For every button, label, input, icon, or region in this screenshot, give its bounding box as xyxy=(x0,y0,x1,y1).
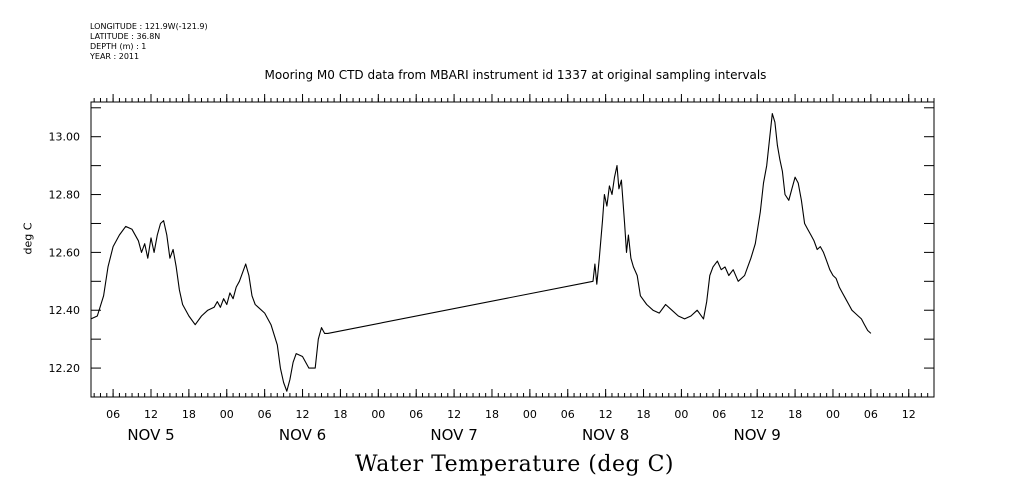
x-tick-label: 06 xyxy=(258,408,272,421)
x-tick-label: 00 xyxy=(220,408,234,421)
x-tick-label: 06 xyxy=(864,408,878,421)
plot-border xyxy=(90,101,935,398)
axis-tick-labels: 06 12 18 00 06 12 18 00 06 12 18 00 06 12 18 00 06 12 18 00… xyxy=(49,131,916,444)
latitude-label: LATITUDE : 36.8N xyxy=(90,32,161,41)
x-tick-label: 18 xyxy=(485,408,499,421)
x-day-label: NOV 8 xyxy=(582,426,629,444)
x-tick-label: 18 xyxy=(182,408,196,421)
temperature-series-line xyxy=(90,113,872,392)
x-day-label: NOV 9 xyxy=(734,426,781,444)
x-tick-label: 12 xyxy=(599,408,613,421)
x-axis-title: Water Temperature (deg C) xyxy=(355,452,674,477)
axis-ticks xyxy=(91,94,935,398)
x-tick-label: 12 xyxy=(144,408,158,421)
x-tick-label: 12 xyxy=(296,408,310,421)
plot-title: Mooring M0 CTD data from MBARI instrumen… xyxy=(264,68,767,82)
y-tick-label: 12.60 xyxy=(49,246,81,259)
x-tick-label: 12 xyxy=(902,408,916,421)
y-tick-label: 12.20 xyxy=(49,362,81,375)
year-label: YEAR : 2011 xyxy=(90,52,140,61)
x-day-label: NOV 6 xyxy=(279,426,326,444)
longitude-label: LONGITUDE : 121.9W(-121.9) xyxy=(90,22,208,31)
x-tick-label: 06 xyxy=(106,408,120,421)
x-day-label: NOV 5 xyxy=(127,426,174,444)
x-tick-label: 12 xyxy=(447,408,461,421)
plot-frame xyxy=(90,101,935,398)
x-tick-label: 06 xyxy=(712,408,726,421)
x-tick-label: 18 xyxy=(788,408,802,421)
x-tick-label: 06 xyxy=(409,408,423,421)
x-day-label: NOV 7 xyxy=(430,426,477,444)
depth-label: DEPTH (m) : 1 xyxy=(90,42,147,51)
x-tick-label: 00 xyxy=(826,408,840,421)
x-tick-label: 00 xyxy=(523,408,537,421)
x-tick-label: 00 xyxy=(371,408,385,421)
x-tick-label: 12 xyxy=(750,408,764,421)
y-tick-label: 12.40 xyxy=(49,304,81,317)
y-tick-label: 12.80 xyxy=(49,189,81,202)
x-tick-label: 06 xyxy=(561,408,575,421)
metadata-block: LONGITUDE : 121.9W(-121.9) LATITUDE : 36… xyxy=(90,22,208,62)
x-tick-label: 00 xyxy=(674,408,688,421)
x-tick-label: 18 xyxy=(637,408,651,421)
x-tick-label: 18 xyxy=(333,408,347,421)
y-tick-label: 13.00 xyxy=(49,131,81,144)
series-layer xyxy=(90,113,872,392)
